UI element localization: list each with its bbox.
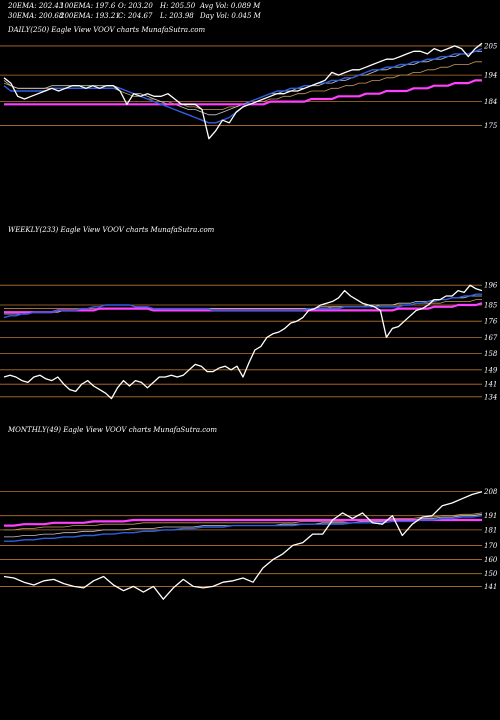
daily-tick-label-0: 205	[483, 42, 498, 50]
monthly-ema-magenta-line	[4, 518, 482, 527]
monthly-chart-label: MONTHLY(49) Eagle View VOOV charts Munaf…	[8, 426, 218, 434]
weekly-tick-label-4: 158	[484, 350, 498, 358]
weekly-tick-label-5: 149	[484, 366, 498, 374]
monthly-ema-blue-line	[4, 515, 483, 542]
monthly-tick-label-2: 181	[484, 526, 497, 534]
weekly-ema-blue-line	[3, 293, 482, 319]
weekly-price-line	[3, 284, 483, 400]
stat-high: H: 205.50	[160, 2, 196, 10]
stat-low: L: 203.98	[160, 12, 194, 20]
weekly-tick-label-1: 185	[484, 302, 498, 310]
daily-tick-label-3: 175	[484, 122, 498, 130]
stat-ema20: 20EMA: 202.43	[8, 2, 64, 10]
monthly-chart: 208 191 181 170 160 150 141	[0, 488, 498, 600]
monthly-tick-label-0: 208	[483, 488, 498, 496]
daily-ema-magenta-line	[4, 79, 482, 106]
header-stats: 20EMA: 202.43 100EMA: 197.6 O: 203.20 H:…	[0, 0, 500, 24]
stat-ema200: 200EMA: 193.21	[60, 12, 120, 20]
daily-chart: 205 194 184 175	[0, 42, 498, 140]
weekly-tick-label-7: 134	[484, 393, 497, 401]
stat-ema30: 30EMA: 200.68	[8, 12, 64, 20]
monthly-tick-label-1: 191	[484, 512, 497, 520]
stat-open: O: 203.20	[118, 2, 153, 10]
monthly-tick-label-4: 160	[484, 556, 498, 564]
stat-avg-vol: Avg Vol: 0.089 M	[200, 2, 261, 10]
weekly-tick-label-3: 167	[484, 334, 498, 342]
daily-tick-label-1: 194	[484, 72, 497, 80]
weekly-chart: 196 185 176 167 158 149 141 134	[0, 282, 498, 401]
monthly-tick-label-6: 141	[484, 583, 497, 591]
monthly-ema-tan-line	[4, 512, 483, 531]
stat-close: C: 204.67	[118, 12, 153, 20]
weekly-tick-label-6: 141	[484, 381, 497, 389]
daily-price-line	[3, 42, 483, 140]
weekly-tick-label-2: 176	[484, 318, 498, 326]
daily-tick-label-2: 184	[484, 98, 497, 106]
weekly-tick-label-0: 196	[484, 282, 498, 290]
weekly-ema-tan-line	[4, 299, 482, 309]
daily-chart-label: DAILY(250) Eagle View VOOV charts Munafa…	[8, 26, 206, 34]
stat-day-vol: Day Vol: 0.045 M	[200, 12, 261, 20]
stat-ema100: 100EMA: 197.6	[60, 2, 116, 10]
monthly-tick-label-5: 150	[484, 570, 498, 578]
monthly-tick-label-3: 170	[484, 542, 498, 550]
monthly-price-line	[3, 491, 483, 600]
weekly-chart-label: WEEKLY(233) Eagle View VOOV charts Munaf…	[8, 226, 215, 234]
